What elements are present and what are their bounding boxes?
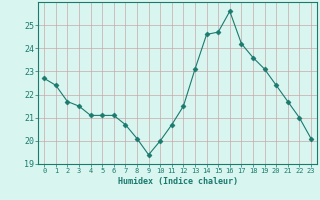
- X-axis label: Humidex (Indice chaleur): Humidex (Indice chaleur): [118, 177, 238, 186]
